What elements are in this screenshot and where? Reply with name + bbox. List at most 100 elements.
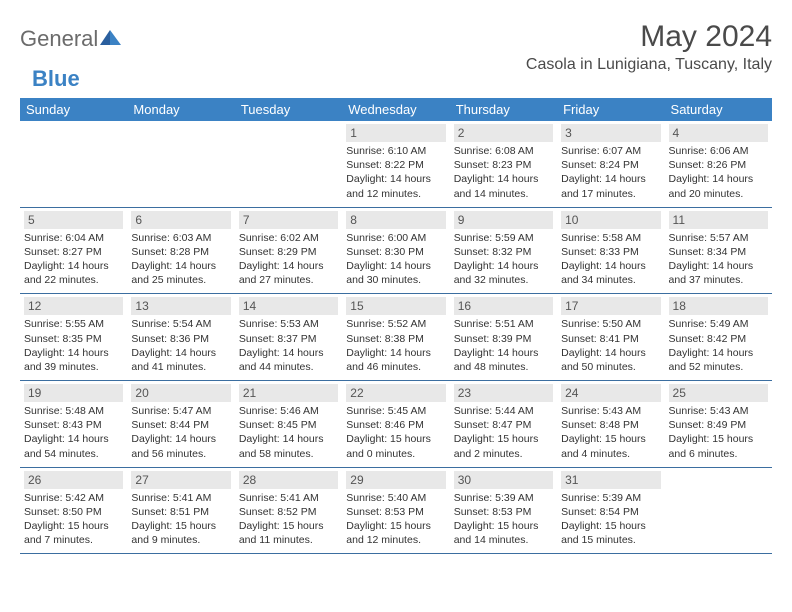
sunset-text: Sunset: 8:36 PM (131, 332, 230, 346)
day-info: Sunrise: 6:04 AMSunset: 8:27 PMDaylight:… (24, 231, 123, 288)
daylight-text-2: and 32 minutes. (454, 273, 553, 287)
sunset-text: Sunset: 8:53 PM (346, 505, 445, 519)
title-block: May 2024 Casola in Lunigiana, Tuscany, I… (526, 20, 772, 74)
sunset-text: Sunset: 8:22 PM (346, 158, 445, 172)
daylight-text-1: Daylight: 14 hours (239, 259, 338, 273)
day-info: Sunrise: 5:43 AMSunset: 8:49 PMDaylight:… (669, 404, 768, 461)
day-cell: 14 Sunrise: 5:53 AMSunset: 8:37 PMDayligh… (235, 294, 342, 381)
daylight-text-2: and 14 minutes. (454, 187, 553, 201)
daylight-text-1: Daylight: 15 hours (454, 519, 553, 533)
daylight-text-1: Daylight: 14 hours (454, 346, 553, 360)
daylight-text-1: Daylight: 15 hours (346, 432, 445, 446)
sunset-text: Sunset: 8:54 PM (561, 505, 660, 519)
sunrise-text: Sunrise: 5:39 AM (561, 491, 660, 505)
day-number: 11 (669, 211, 768, 229)
day-info: Sunrise: 5:43 AMSunset: 8:48 PMDaylight:… (561, 404, 660, 461)
day-cell: 11 Sunrise: 5:57 AMSunset: 8:34 PMDayligh… (665, 207, 772, 294)
daylight-text-2: and 25 minutes. (131, 273, 230, 287)
day-header-sun: Sunday (20, 98, 127, 121)
day-cell: 20Sunrise: 5:47 AMSunset: 8:44 PMDayligh… (127, 381, 234, 468)
sunset-text: Sunset: 8:27 PM (24, 245, 123, 259)
day-header-thu: Thursday (450, 98, 557, 121)
day-cell: 16 Sunrise: 5:51 AMSunset: 8:39 PMDayligh… (450, 294, 557, 381)
day-info: Sunrise: 6:10 AMSunset: 8:22 PMDaylight:… (346, 144, 445, 201)
daylight-text-2: and 44 minutes. (239, 360, 338, 374)
sunrise-text: Sunrise: 6:02 AM (239, 231, 338, 245)
daylight-text-2: and 56 minutes. (131, 447, 230, 461)
day-cell: 19Sunrise: 5:48 AMSunset: 8:43 PMDayligh… (20, 381, 127, 468)
sunrise-text: Sunrise: 6:06 AM (669, 144, 768, 158)
daylight-text-2: and 30 minutes. (346, 273, 445, 287)
daylight-text-1: Daylight: 14 hours (346, 172, 445, 186)
daylight-text-1: Daylight: 15 hours (669, 432, 768, 446)
sunset-text: Sunset: 8:43 PM (24, 418, 123, 432)
sunset-text: Sunset: 8:35 PM (24, 332, 123, 346)
sunrise-text: Sunrise: 5:47 AM (131, 404, 230, 418)
sunrise-text: Sunrise: 5:59 AM (454, 231, 553, 245)
daylight-text-2: and 20 minutes. (669, 187, 768, 201)
calendar-page: General May 2024 Casola in Lunigiana, Tu… (0, 0, 792, 564)
day-info: Sunrise: 5:53 AMSunset: 8:37 PMDaylight:… (239, 317, 338, 374)
day-cell: 6Sunrise: 6:03 AMSunset: 8:28 PMDaylight… (127, 207, 234, 294)
sunset-text: Sunset: 8:33 PM (561, 245, 660, 259)
sunrise-text: Sunrise: 5:55 AM (24, 317, 123, 331)
day-cell: 17Sunrise: 5:50 AMSunset: 8:41 PMDayligh… (557, 294, 664, 381)
sunset-text: Sunset: 8:44 PM (131, 418, 230, 432)
sunrise-text: Sunrise: 5:41 AM (239, 491, 338, 505)
week-row: 12Sunrise: 5:55 AMSunset: 8:35 PMDayligh… (20, 294, 772, 381)
sunrise-text: Sunrise: 6:10 AM (346, 144, 445, 158)
logo: General (20, 20, 124, 52)
daylight-text-1: Daylight: 14 hours (131, 259, 230, 273)
day-info: Sunrise: 5:57 AMSunset: 8:34 PMDaylight:… (669, 231, 768, 288)
day-cell: 3Sunrise: 6:07 AMSunset: 8:24 PMDaylight… (557, 121, 664, 207)
sunrise-text: Sunrise: 5:43 AM (561, 404, 660, 418)
day-number: 24 (561, 384, 660, 402)
day-number: 16 (454, 297, 553, 315)
day-number: 4 (669, 124, 768, 142)
sunrise-text: Sunrise: 5:50 AM (561, 317, 660, 331)
daylight-text-1: Daylight: 14 hours (346, 346, 445, 360)
daylight-text-1: Daylight: 15 hours (561, 519, 660, 533)
day-info: Sunrise: 6:00 AMSunset: 8:30 PMDaylight:… (346, 231, 445, 288)
sunset-text: Sunset: 8:46 PM (346, 418, 445, 432)
sunrise-text: Sunrise: 5:46 AM (239, 404, 338, 418)
day-cell: 1Sunrise: 6:10 AMSunset: 8:22 PMDaylight… (342, 121, 449, 207)
sunrise-text: Sunrise: 5:51 AM (454, 317, 553, 331)
day-info: Sunrise: 5:54 AMSunset: 8:36 PMDaylight:… (131, 317, 230, 374)
day-info: Sunrise: 5:58 AMSunset: 8:33 PMDaylight:… (561, 231, 660, 288)
day-info: Sunrise: 6:08 AMSunset: 8:23 PMDaylight:… (454, 144, 553, 201)
daylight-text-2: and 7 minutes. (24, 533, 123, 547)
day-info: Sunrise: 5:39 AMSunset: 8:54 PMDaylight:… (561, 491, 660, 548)
day-cell (235, 121, 342, 207)
sunset-text: Sunset: 8:51 PM (131, 505, 230, 519)
sunset-text: Sunset: 8:39 PM (454, 332, 553, 346)
day-cell: 27Sunrise: 5:41 AMSunset: 8:51 PMDayligh… (127, 467, 234, 554)
sunrise-text: Sunrise: 5:42 AM (24, 491, 123, 505)
day-number: 14 (239, 297, 338, 315)
day-cell: 25Sunrise: 5:43 AMSunset: 8:49 PMDayligh… (665, 381, 772, 468)
day-cell: 23Sunrise: 5:44 AMSunset: 8:47 PMDayligh… (450, 381, 557, 468)
daylight-text-2: and 22 minutes. (24, 273, 123, 287)
day-header-tue: Tuesday (235, 98, 342, 121)
day-cell: 26Sunrise: 5:42 AMSunset: 8:50 PMDayligh… (20, 467, 127, 554)
day-info: Sunrise: 5:39 AMSunset: 8:53 PMDaylight:… (454, 491, 553, 548)
day-cell: 24 Sunrise: 5:43 AMSunset: 8:48 PMDayligh… (557, 381, 664, 468)
day-number: 13 (131, 297, 230, 315)
daylight-text-2: and 54 minutes. (24, 447, 123, 461)
daylight-text-1: Daylight: 14 hours (454, 172, 553, 186)
day-cell: 30Sunrise: 5:39 AMSunset: 8:53 PMDayligh… (450, 467, 557, 554)
sunrise-text: Sunrise: 5:40 AM (346, 491, 445, 505)
day-info: Sunrise: 5:48 AMSunset: 8:43 PMDaylight:… (24, 404, 123, 461)
logo-text-general: General (20, 26, 98, 52)
daylight-text-2: and 50 minutes. (561, 360, 660, 374)
day-number: 18 (669, 297, 768, 315)
sunrise-text: Sunrise: 6:04 AM (24, 231, 123, 245)
daylight-text-2: and 15 minutes. (561, 533, 660, 547)
day-number: 31 (561, 471, 660, 489)
day-info: Sunrise: 5:40 AMSunset: 8:53 PMDaylight:… (346, 491, 445, 548)
day-number: 28 (239, 471, 338, 489)
daylight-text-2: and 9 minutes. (131, 533, 230, 547)
daylight-text-2: and 4 minutes. (561, 447, 660, 461)
sunrise-text: Sunrise: 5:58 AM (561, 231, 660, 245)
daylight-text-2: and 17 minutes. (561, 187, 660, 201)
